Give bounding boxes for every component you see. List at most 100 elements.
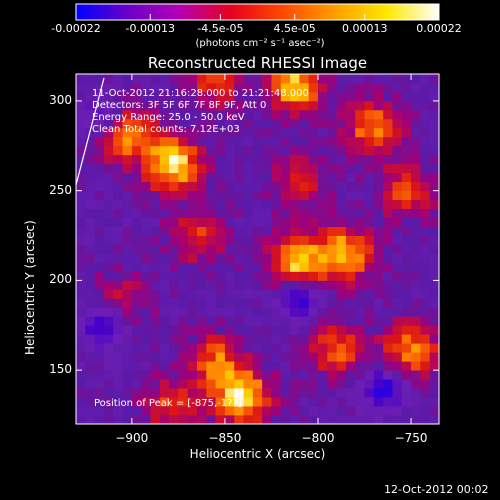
heatmap-cell <box>76 352 86 362</box>
heatmap-cell <box>206 118 217 129</box>
heatmap-cell <box>234 217 244 227</box>
heatmap-cell <box>336 145 347 156</box>
info-time-range: 11-Oct-2012 21:16:28.000 to 21:21:48.000 <box>92 88 309 99</box>
heatmap-cell <box>122 253 133 263</box>
heatmap-cell <box>169 100 179 111</box>
heatmap-cell <box>411 235 421 245</box>
heatmap-cell <box>271 136 282 147</box>
heatmap-cell <box>373 127 384 138</box>
heatmap-cell <box>318 172 328 183</box>
heatmap-cell <box>243 118 254 129</box>
heatmap-cell <box>206 235 217 245</box>
heatmap-cell <box>252 370 263 380</box>
heatmap-cell <box>85 379 96 389</box>
heatmap-cell <box>122 190 133 201</box>
heatmap-cell <box>76 298 86 308</box>
heatmap-cell <box>159 100 170 111</box>
heatmap-cell <box>429 127 439 138</box>
heatmap-cell <box>411 361 421 371</box>
heatmap-cell <box>429 199 439 210</box>
heatmap-cell <box>429 208 439 218</box>
colorbar-tick-label: -0.00013 <box>125 22 175 35</box>
heatmap-cell <box>197 217 207 227</box>
heatmap-cell <box>187 118 198 129</box>
heatmap-cell <box>103 226 114 236</box>
heatmap-cell <box>318 415 328 424</box>
heatmap-cell <box>150 199 161 210</box>
heatmap-cell <box>197 280 207 290</box>
heatmap-cell <box>197 244 207 254</box>
heatmap-cell <box>299 307 310 317</box>
heatmap-cell <box>103 199 114 210</box>
heatmap-cell <box>355 163 365 174</box>
heatmap-cell <box>215 74 226 84</box>
heatmap-cell <box>327 208 338 218</box>
heatmap-cell <box>392 154 403 165</box>
heatmap-cell <box>234 379 244 389</box>
heatmap-cell <box>243 100 254 111</box>
heatmap-cell <box>383 172 393 183</box>
heatmap-cell <box>141 74 151 84</box>
heatmap-cell <box>336 343 347 353</box>
heatmap-cell <box>224 181 235 192</box>
heatmap-cell <box>131 181 142 192</box>
heatmap-cell <box>234 370 244 380</box>
heatmap-cell <box>85 208 96 218</box>
heatmap-cell <box>159 325 170 335</box>
heatmap-cell <box>159 370 170 380</box>
heatmap-cell <box>420 334 431 344</box>
heatmap-cell <box>76 334 86 344</box>
heatmap-cell <box>169 361 179 371</box>
heatmap-cell <box>355 154 365 165</box>
heatmap-cell <box>169 271 179 281</box>
heatmap-cell <box>122 82 133 93</box>
heatmap-cell <box>345 253 356 263</box>
heatmap-cell <box>290 262 300 272</box>
heatmap-cell <box>420 136 431 147</box>
heatmap-cell <box>103 316 114 326</box>
heatmap-cell <box>429 136 439 147</box>
heatmap-cell <box>103 406 114 416</box>
heatmap-cell <box>299 163 310 174</box>
heatmap-cell <box>215 109 226 120</box>
heatmap-cell <box>197 91 207 102</box>
heatmap-cell <box>271 145 282 156</box>
heatmap-cell <box>308 262 319 272</box>
heatmap-cell <box>187 397 198 407</box>
heatmap-cell <box>345 109 356 120</box>
colorbar-unit-label: (photons cm⁻² s⁻¹ asec⁻²) <box>195 38 325 49</box>
heatmap-cell <box>197 190 207 201</box>
heatmap-cell <box>94 379 105 389</box>
heatmap-cell <box>131 271 142 281</box>
heatmap-cell <box>234 127 244 138</box>
heatmap-cell <box>345 136 356 147</box>
heatmap-cell <box>178 307 189 317</box>
heatmap-cell <box>141 127 151 138</box>
heatmap-cell <box>131 325 142 335</box>
heatmap-cell <box>327 316 338 326</box>
heatmap-cell <box>336 235 347 245</box>
info-energy-range: Energy Range: 25.0 - 50.0 keV <box>92 112 245 123</box>
heatmap-cell <box>252 235 263 245</box>
heatmap-cell <box>420 226 431 236</box>
heatmap-cell <box>411 334 421 344</box>
heatmap-cell <box>290 352 300 362</box>
heatmap-cell <box>401 289 412 299</box>
heatmap-cell <box>345 415 356 424</box>
heatmap-cell <box>420 379 431 389</box>
info-peak-position: Position of Peak = [-875,-1??] <box>94 398 242 409</box>
heatmap-cell <box>392 352 403 362</box>
heatmap-cell <box>187 298 198 308</box>
heatmap-cell <box>94 361 105 371</box>
heatmap-cell <box>243 280 254 290</box>
heatmap-cell <box>392 217 403 227</box>
heatmap-cell <box>234 280 244 290</box>
heatmap-cell <box>299 154 310 165</box>
heatmap-cell <box>327 370 338 380</box>
heatmap-cell <box>318 208 328 218</box>
heatmap-cell <box>178 235 189 245</box>
heatmap-cell <box>122 343 133 353</box>
heatmap-cell <box>262 127 272 138</box>
heatmap-cell <box>262 118 272 129</box>
heatmap-cell <box>290 136 300 147</box>
